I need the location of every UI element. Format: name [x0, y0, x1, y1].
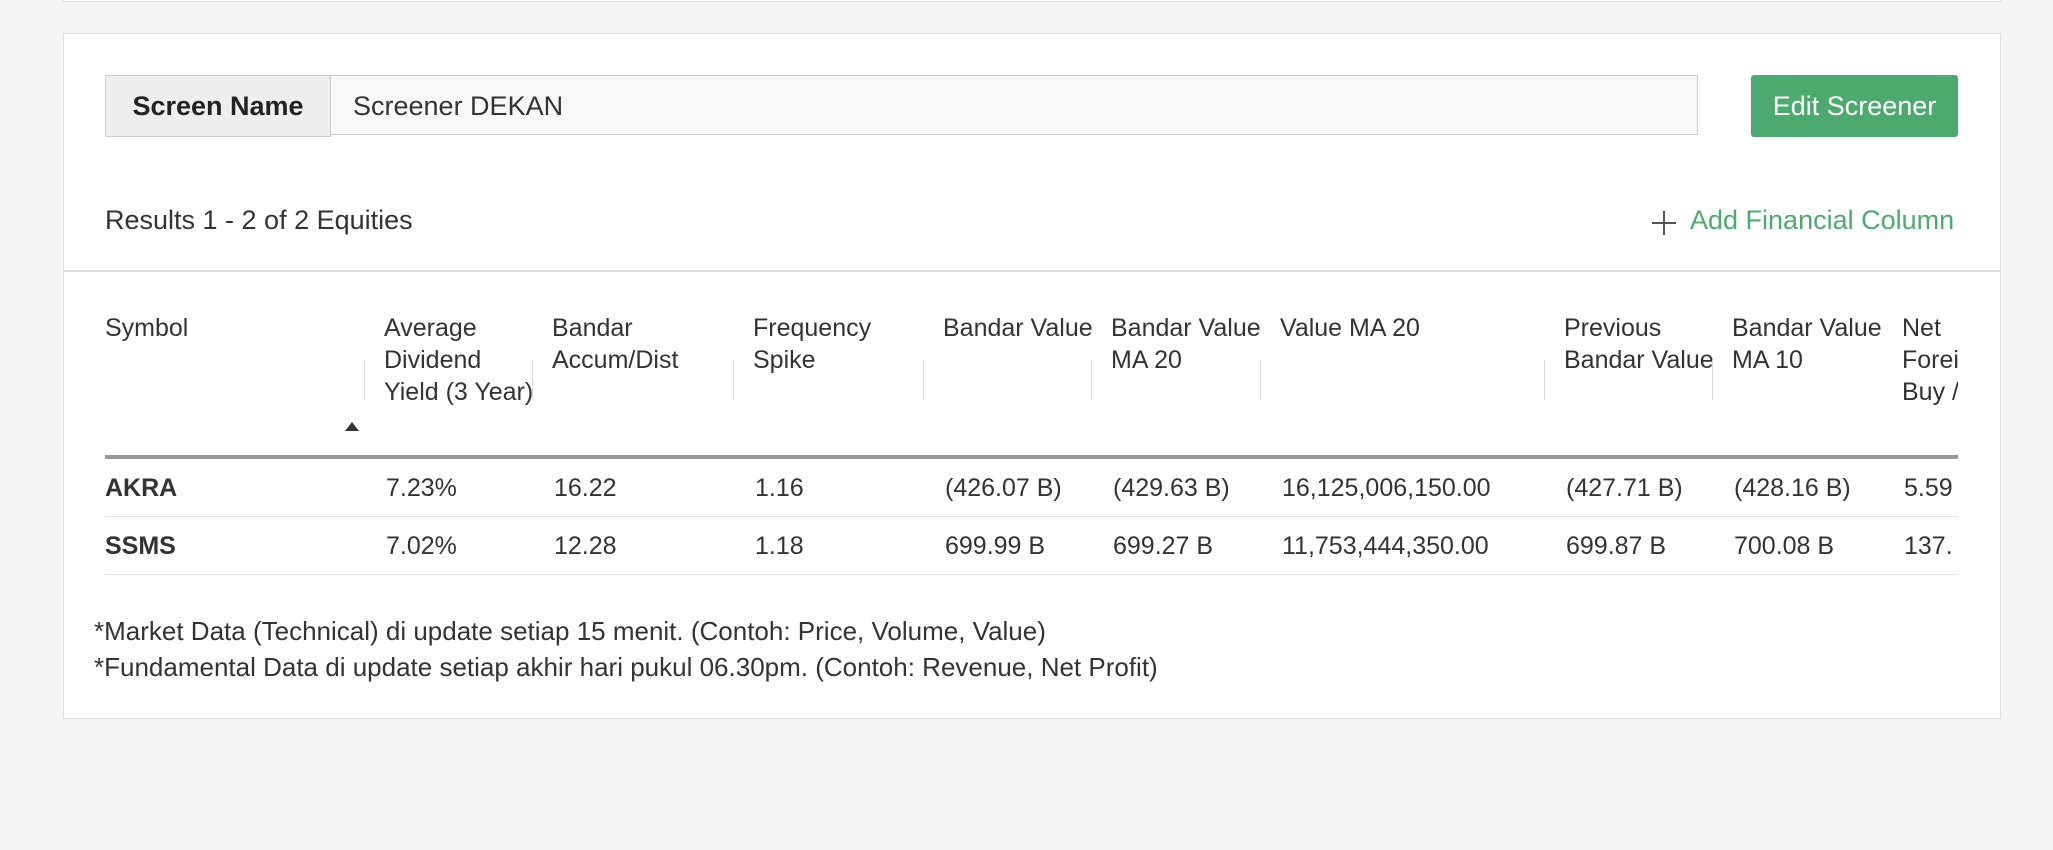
value-cell: (428.16 B) — [1734, 474, 1851, 502]
value-cell: 137. — [1904, 532, 1953, 560]
column-separator — [364, 360, 365, 400]
column-header: Bandar Value MA 10 — [1732, 314, 1882, 374]
footnote: *Market Data (Technical) di update setia… — [94, 616, 1046, 646]
value-cell: (426.07 B) — [945, 474, 1062, 502]
footnote: *Fundamental Data di update setiap akhir… — [94, 652, 1158, 682]
card — [63, 33, 2001, 719]
row-border — [105, 574, 1958, 575]
column-separator — [1091, 360, 1092, 400]
value-cell: 699.87 B — [1566, 532, 1667, 560]
header-border — [105, 455, 1958, 459]
column-separator — [1544, 360, 1545, 400]
value-cell: 7.23% — [386, 474, 457, 502]
value-cell: 11,753,444,350.00 — [1282, 532, 1489, 560]
value-cell: 699.99 B — [945, 532, 1046, 560]
symbol-cell: SSMS — [105, 532, 176, 560]
column-header: Net Foreign Buy / Sell — [1902, 314, 1958, 406]
screen-name-input[interactable]: Screener DEKAN — [330, 75, 1698, 135]
column-header: Symbol — [105, 314, 189, 342]
value-cell: 700.08 B — [1734, 532, 1835, 560]
value-cell: 5.59 — [1904, 474, 1953, 502]
column-separator — [532, 360, 533, 400]
divider — [63, 270, 2000, 272]
column-header: Bandar Accum/Dist — [552, 314, 679, 374]
add-column-link[interactable]: Add Financial Column — [1690, 205, 1955, 235]
column-separator — [1260, 360, 1261, 400]
value-cell: 12.28 — [554, 532, 617, 560]
value-cell: 1.18 — [755, 532, 804, 560]
column-header: Bandar Value MA 20 — [1111, 314, 1261, 374]
value-cell: (429.63 B) — [1113, 474, 1230, 502]
column-header: Value MA 20 — [1280, 314, 1420, 342]
card-edge — [63, 0, 2001, 2]
screen-name-label: Screen Name — [105, 75, 331, 137]
column-separator — [1712, 360, 1713, 400]
column-header: Frequency Spike — [753, 314, 872, 374]
value-cell: 16,125,006,150.00 — [1282, 474, 1491, 502]
results-table: Symbol Average Dividend Yield (3 Year) Ban… — [105, 310, 1958, 580]
value-cell: 7.02% — [386, 532, 457, 560]
row-border — [105, 516, 1958, 517]
column-header: Previous Bandar Value — [1564, 314, 1714, 374]
sort-arrow — [345, 422, 359, 431]
column-separator — [733, 360, 734, 400]
value-cell: (427.71 B) — [1566, 474, 1683, 502]
column-header: Bandar Value — [943, 314, 1093, 342]
column-separator — [923, 360, 924, 400]
value-cell: 699.27 B — [1113, 532, 1214, 560]
column-header: Average Dividend Yield (3 Year) — [384, 314, 534, 406]
results-text: Results 1 - 2 of 2 Equities — [105, 205, 413, 235]
symbol-cell: AKRA — [105, 474, 178, 502]
value-cell: 1.16 — [755, 474, 804, 502]
edit-screener-button[interactable]: Edit Screener — [1751, 75, 1958, 137]
plus-icon — [1652, 211, 1676, 235]
value-cell: 16.22 — [554, 474, 617, 502]
